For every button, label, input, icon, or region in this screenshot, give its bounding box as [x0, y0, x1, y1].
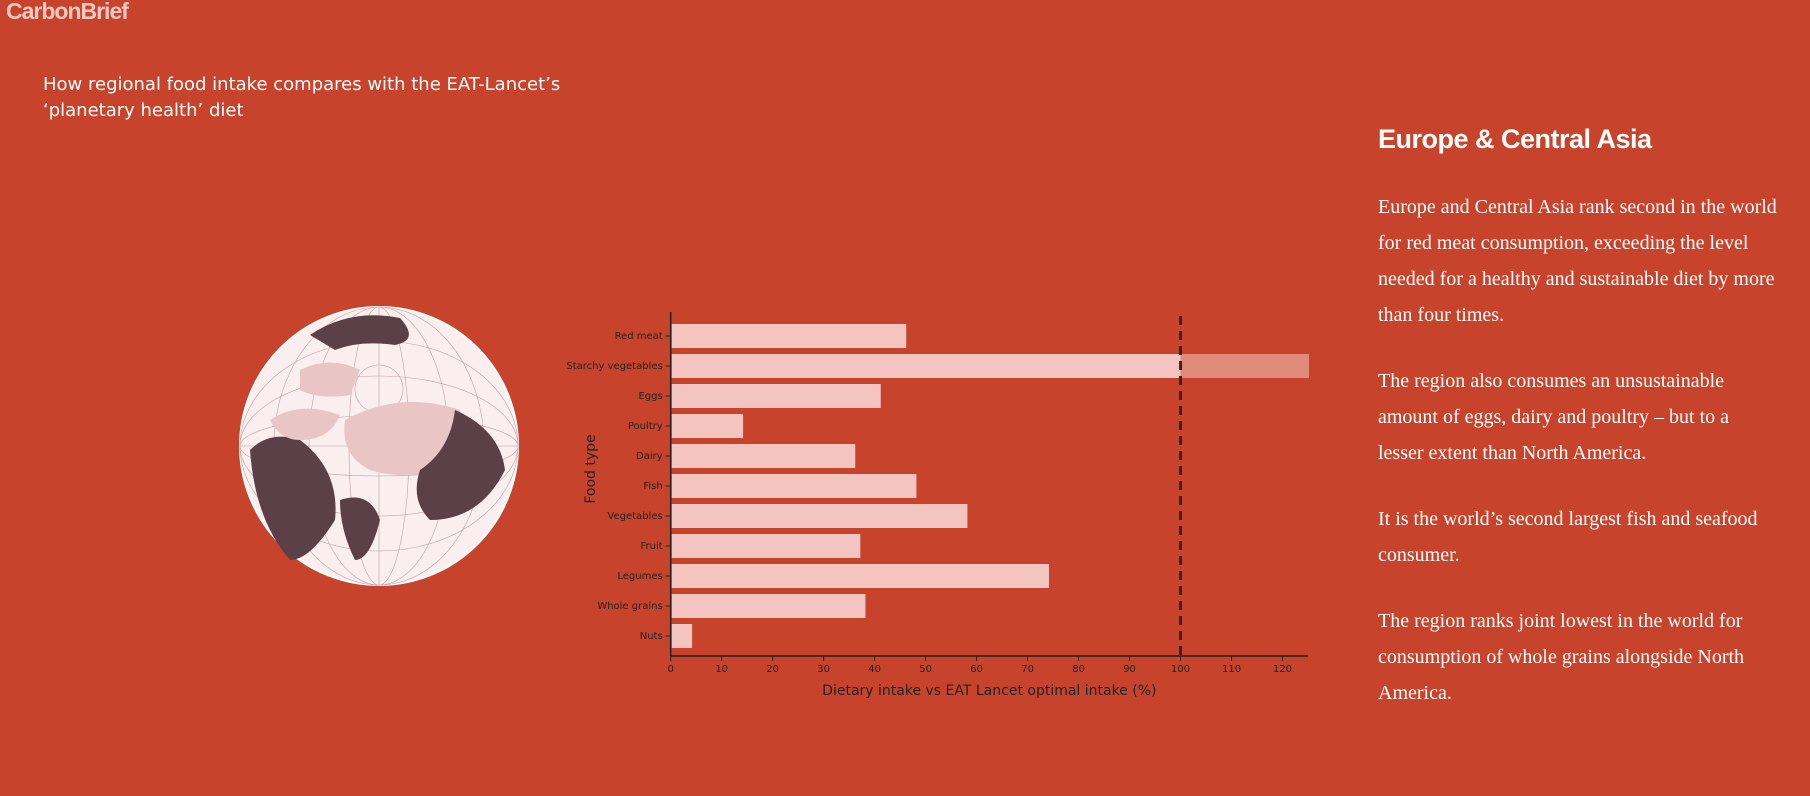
panel-title: Europe & Central Asia: [1378, 124, 1652, 154]
y-tick-label: Dairy: [636, 451, 663, 462]
x-tick-label: 120: [1273, 664, 1292, 675]
panel-paragraph: The region ranks joint lowest in the wor…: [1378, 610, 1745, 704]
y-tick-label: Eggs: [638, 391, 662, 402]
x-tick-label: 10: [715, 664, 728, 675]
x-tick-label: 100: [1171, 664, 1190, 675]
globe: [239, 306, 519, 586]
x-tick-label: 30: [817, 664, 830, 675]
bar: [671, 504, 968, 528]
bar: [671, 624, 693, 648]
x-tick-label: 40: [868, 664, 881, 675]
y-tick-label: Poultry: [628, 421, 663, 432]
bar: [671, 534, 861, 558]
x-tick-label: 20: [766, 664, 779, 675]
y-tick-label: Fruit: [641, 541, 663, 552]
bar: [671, 324, 907, 348]
logo[interactable]: CarbonBrief: [6, 0, 129, 24]
x-tick-label: 50: [919, 664, 932, 675]
y-axis-label: Food type: [583, 434, 599, 503]
y-tick-label: Legumes: [617, 571, 662, 582]
x-tick-label: 90: [1123, 664, 1136, 675]
y-tick-label: Red meat: [615, 331, 663, 342]
bar: [671, 564, 1049, 588]
x-tick-label: 110: [1222, 664, 1241, 675]
bar: [671, 354, 1309, 378]
bar: [671, 414, 744, 438]
panel-paragraph: Europe and Central Asia rank second in t…: [1378, 196, 1777, 326]
y-tick-label: Vegetables: [607, 511, 662, 522]
x-tick-label: 80: [1072, 664, 1085, 675]
bar: [671, 384, 881, 408]
story-panel: Europe & Central Asia Europe and Central…: [1378, 124, 1778, 741]
y-tick-label: Fish: [643, 481, 662, 492]
bar: [671, 474, 917, 498]
x-tick-label: 70: [1021, 664, 1034, 675]
x-tick-label: 60: [970, 664, 983, 675]
y-tick-label: Starchy vegetables: [566, 361, 662, 372]
y-tick-label: Nuts: [640, 631, 663, 642]
y-tick-label: Whole grains: [597, 601, 662, 612]
bar: [671, 444, 856, 468]
chart: 0 10 20 30 40 50 60 70 80 90 100 110 120 Red meat Star…: [239, 306, 1309, 699]
bar: [671, 594, 866, 618]
x-axis-label: Dietary intake vs EAT Lancet optimal int…: [822, 683, 1156, 699]
panel-paragraph: It is the world’s second largest fish an…: [1378, 508, 1758, 566]
panel-paragraph: The region also consumes an unsustainabl…: [1378, 370, 1730, 464]
x-tick-label: 0: [668, 664, 674, 675]
header-title: How regional food intake compares with t…: [43, 74, 561, 121]
